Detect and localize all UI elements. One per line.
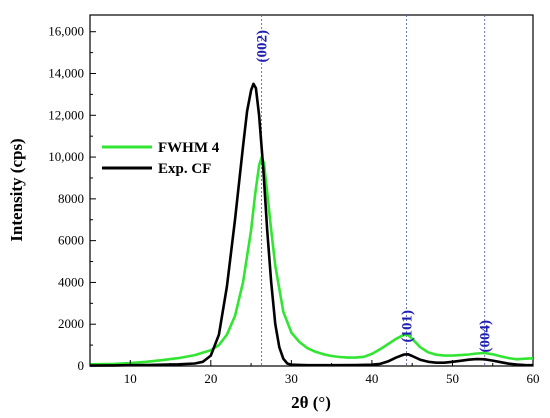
x-axis-title: 2θ (°) — [291, 393, 331, 412]
legend-label-exp-cf: Exp. CF — [158, 161, 211, 177]
series-line — [89, 155, 534, 366]
y-tick-label: 4000 — [58, 274, 84, 289]
legend-label-fwhm4: FWHM 4 — [158, 140, 220, 156]
series-lines — [89, 82, 534, 367]
peak-lines — [261, 15, 486, 366]
y-tick-label: 14,000 — [48, 66, 84, 81]
x-tick-label: 30 — [285, 371, 298, 386]
x-tick-label: 60 — [527, 371, 540, 386]
peak-label: (002) — [255, 30, 271, 63]
legend: FWHM 4 Exp. CF — [102, 140, 220, 177]
y-tick-label: 0 — [78, 358, 85, 373]
x-axis: 10 20 30 40 50 60 — [89, 360, 540, 386]
plot-frame — [89, 14, 534, 367]
y-axis-title: Intensity (cps) — [7, 138, 26, 241]
peak-label: (101) — [400, 310, 416, 343]
series-line — [89, 82, 534, 367]
y-tick-label: 10,000 — [48, 149, 84, 164]
x-tick-label: 50 — [446, 371, 459, 386]
y-tick-label: 12,000 — [48, 107, 84, 122]
x-tick-label: 40 — [365, 371, 378, 386]
y-tick-label: 6000 — [58, 233, 84, 248]
x-tick-label: 10 — [124, 371, 137, 386]
y-axis: 0 2000 4000 6000 8000 10,000 12,000 14,000 16,00… — [48, 24, 96, 373]
x-tick-label: 20 — [204, 371, 217, 386]
y-tick-label: 16,000 — [48, 24, 84, 39]
y-tick-label: 2000 — [58, 316, 84, 331]
y-tick-label: 8000 — [58, 191, 84, 206]
peak-label: (004) — [478, 320, 494, 353]
